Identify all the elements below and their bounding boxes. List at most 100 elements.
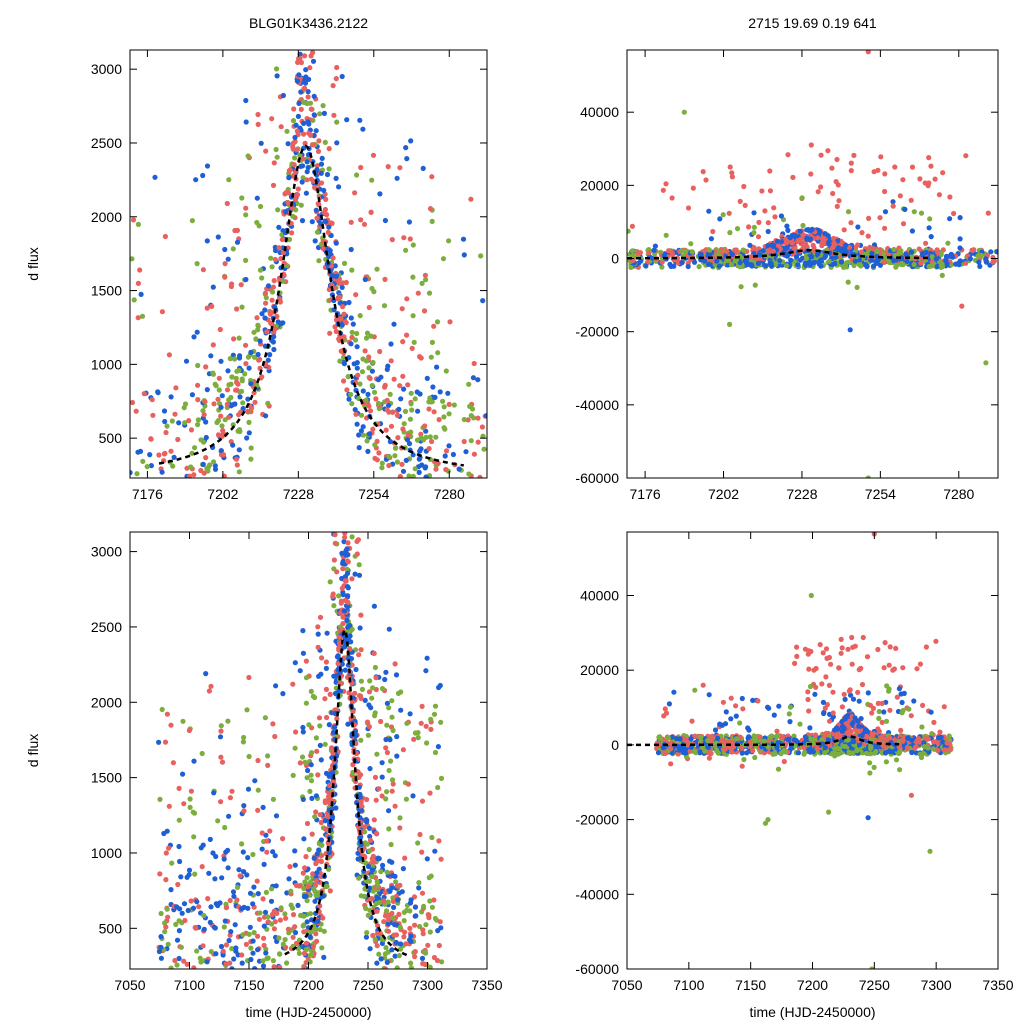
data-point	[176, 843, 182, 850]
data-point	[751, 210, 757, 216]
data-point	[199, 750, 205, 757]
data-point	[336, 593, 342, 599]
data-point	[939, 272, 945, 278]
y-tick-label: -60000	[575, 470, 619, 486]
data-point	[438, 856, 444, 862]
data-point	[481, 446, 487, 452]
panel-title: 2715 19.69 0.19 641	[748, 15, 877, 31]
data-point	[348, 639, 354, 645]
data-point	[879, 719, 885, 726]
data-point	[233, 375, 239, 381]
data-point	[409, 345, 415, 351]
data-point	[360, 424, 366, 430]
data-point	[627, 228, 631, 234]
data-point	[382, 217, 388, 224]
data-point	[892, 164, 898, 170]
data-point	[369, 382, 375, 389]
data-point	[234, 239, 241, 245]
data-point	[395, 897, 401, 903]
data-point	[825, 233, 831, 239]
data-point	[790, 174, 796, 180]
data-point	[303, 960, 309, 966]
data-point	[225, 256, 231, 262]
data-point	[336, 645, 342, 651]
data-point	[403, 145, 409, 151]
data-point	[817, 642, 823, 648]
data-point	[369, 695, 375, 701]
data-point	[218, 754, 224, 760]
data-point	[894, 262, 900, 268]
data-point	[424, 655, 430, 661]
data-point	[344, 117, 350, 123]
data-point	[475, 439, 481, 445]
data-point	[661, 713, 667, 719]
data-point	[332, 324, 338, 330]
data-point	[390, 781, 396, 787]
data-point	[480, 298, 486, 304]
data-point	[279, 236, 285, 243]
data-point	[250, 950, 256, 956]
data-point	[897, 193, 903, 199]
data-point	[344, 387, 350, 393]
data-point	[218, 728, 224, 734]
data-point	[423, 723, 429, 729]
data-point	[822, 253, 829, 259]
data-point	[750, 697, 756, 704]
data-point	[428, 716, 434, 723]
data-point	[330, 255, 336, 261]
data-point	[384, 397, 390, 403]
data-point	[271, 160, 277, 166]
data-point	[278, 124, 284, 130]
data-point	[159, 706, 165, 713]
data-point	[280, 278, 286, 284]
data-point	[422, 961, 428, 968]
data-point	[364, 819, 370, 825]
data-point	[324, 171, 331, 178]
data-point	[991, 258, 998, 264]
data-point	[429, 904, 435, 910]
data-point	[310, 943, 316, 950]
data-point	[245, 786, 252, 792]
data-point	[252, 778, 258, 784]
data-point	[313, 793, 319, 799]
data-point	[207, 919, 213, 926]
data-point	[342, 534, 348, 541]
data-point	[331, 112, 337, 118]
data-point	[302, 140, 308, 146]
data-point	[994, 249, 998, 255]
data-point	[327, 248, 333, 254]
data-point	[229, 966, 235, 969]
data-point	[706, 692, 712, 698]
data-point	[426, 446, 432, 452]
data-point	[313, 931, 319, 937]
data-point	[309, 831, 315, 837]
data-point	[349, 534, 355, 540]
data-point	[322, 139, 328, 145]
data-point	[342, 578, 348, 584]
data-point	[193, 177, 199, 183]
data-point	[358, 695, 364, 702]
data-point	[210, 850, 216, 856]
data-point	[321, 187, 327, 193]
data-point	[356, 572, 363, 578]
data-point	[336, 337, 343, 344]
data-point	[407, 416, 413, 422]
data-point	[770, 248, 776, 254]
data-point	[881, 665, 887, 671]
data-point	[296, 100, 302, 106]
data-point	[438, 775, 445, 782]
data-point	[397, 946, 403, 952]
data-point	[478, 253, 484, 259]
data-point	[433, 466, 439, 472]
data-point	[908, 197, 914, 203]
data-point	[164, 711, 170, 717]
data-point	[371, 389, 378, 395]
data-point	[398, 396, 404, 402]
data-point	[745, 735, 751, 741]
data-point	[312, 238, 318, 244]
data-point	[373, 396, 379, 402]
data-point	[318, 757, 324, 763]
y-tick-label: 500	[99, 920, 123, 936]
data-point	[246, 430, 252, 436]
data-point	[315, 644, 321, 650]
